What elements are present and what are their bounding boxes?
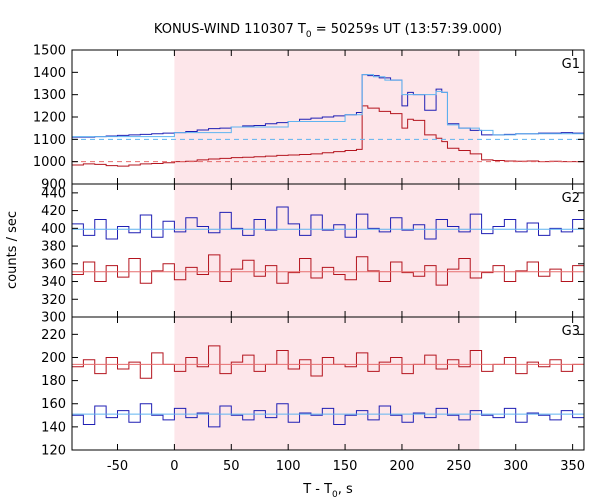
panel-G3-ytick-label: 200: [41, 351, 66, 366]
x-tick-label: 150: [333, 459, 358, 474]
panel-G1-series-2-fit: [72, 74, 585, 138]
panel-G2-ytick-label: 420: [41, 204, 66, 219]
panel-G3-ytick-label: 220: [41, 328, 66, 343]
panel-G1-series-1-red: [72, 105, 585, 167]
panel-G2-series-0-blue: [72, 206, 585, 240]
x-axis-title-suffix: , s: [338, 482, 353, 497]
x-axis-title-subscript: 0: [332, 490, 338, 500]
chart-title: KONUS-WIND 110307 T0 = 50259s UT (13:57:…: [154, 22, 502, 40]
x-tick-label: 300: [503, 459, 528, 474]
panel-G3-ytick-label: 180: [41, 374, 66, 389]
panel-G3-series-1-blue: [72, 403, 585, 428]
panel-label-G2: G2: [562, 191, 580, 206]
x-axis-title: T - T0, s: [302, 482, 353, 500]
plot-area: 900100011001200130014001500G130032034036…: [33, 44, 585, 475]
y-axis-title: counts / sec: [5, 211, 20, 289]
panel-G1-ytick-label: 1200: [33, 111, 66, 126]
panel-G2-ytick-label: 340: [41, 275, 66, 290]
x-tick-label: 250: [446, 459, 471, 474]
panel-G3-ytick-label: 140: [41, 420, 66, 435]
chart-title-prefix: KONUS-WIND 110307 T: [154, 22, 306, 37]
panel-G2-ytick-label: 360: [41, 257, 66, 272]
panel-G2-ytick-label: 320: [41, 293, 66, 308]
x-tick-label: 350: [560, 459, 585, 474]
panel-G2-series-1-red: [72, 254, 585, 286]
chart-title-suffix: = 50259s UT (13:57:39.000): [312, 22, 502, 37]
x-tick-label: -50: [107, 459, 128, 474]
panel-label-G3: G3: [562, 324, 580, 339]
panel-G3-ytick-label: 120: [41, 444, 66, 459]
panel-G2-ytick-label: 380: [41, 240, 66, 255]
panel-G1-ytick-label: 1000: [33, 155, 66, 170]
x-tick-label: 50: [223, 459, 240, 474]
panel-G3-frame: [71, 316, 585, 451]
panel-G1-ytick-label: 1500: [33, 44, 66, 59]
x-tick-label: 200: [390, 459, 415, 474]
x-tick-label: 100: [276, 459, 301, 474]
panel-G2-ytick-label: 400: [41, 222, 66, 237]
x-tick-label: 0: [170, 459, 178, 474]
panel-G3-ytick-label: 160: [41, 397, 66, 412]
chart-title-subscript: 0: [306, 30, 312, 40]
panel-G1-ytick-label: 1300: [33, 88, 66, 103]
panel-label-G1: G1: [562, 57, 580, 72]
x-axis-title-prefix: T - T: [302, 482, 332, 497]
panel-G2-ytick-label: 440: [41, 186, 66, 201]
panel-G2-ytick-label: 300: [41, 311, 66, 326]
panel-G1-ytick-label: 900: [41, 178, 66, 193]
panel-G1-ytick-label: 1400: [33, 66, 66, 81]
panel-G1-ytick-label: 1100: [33, 133, 66, 148]
